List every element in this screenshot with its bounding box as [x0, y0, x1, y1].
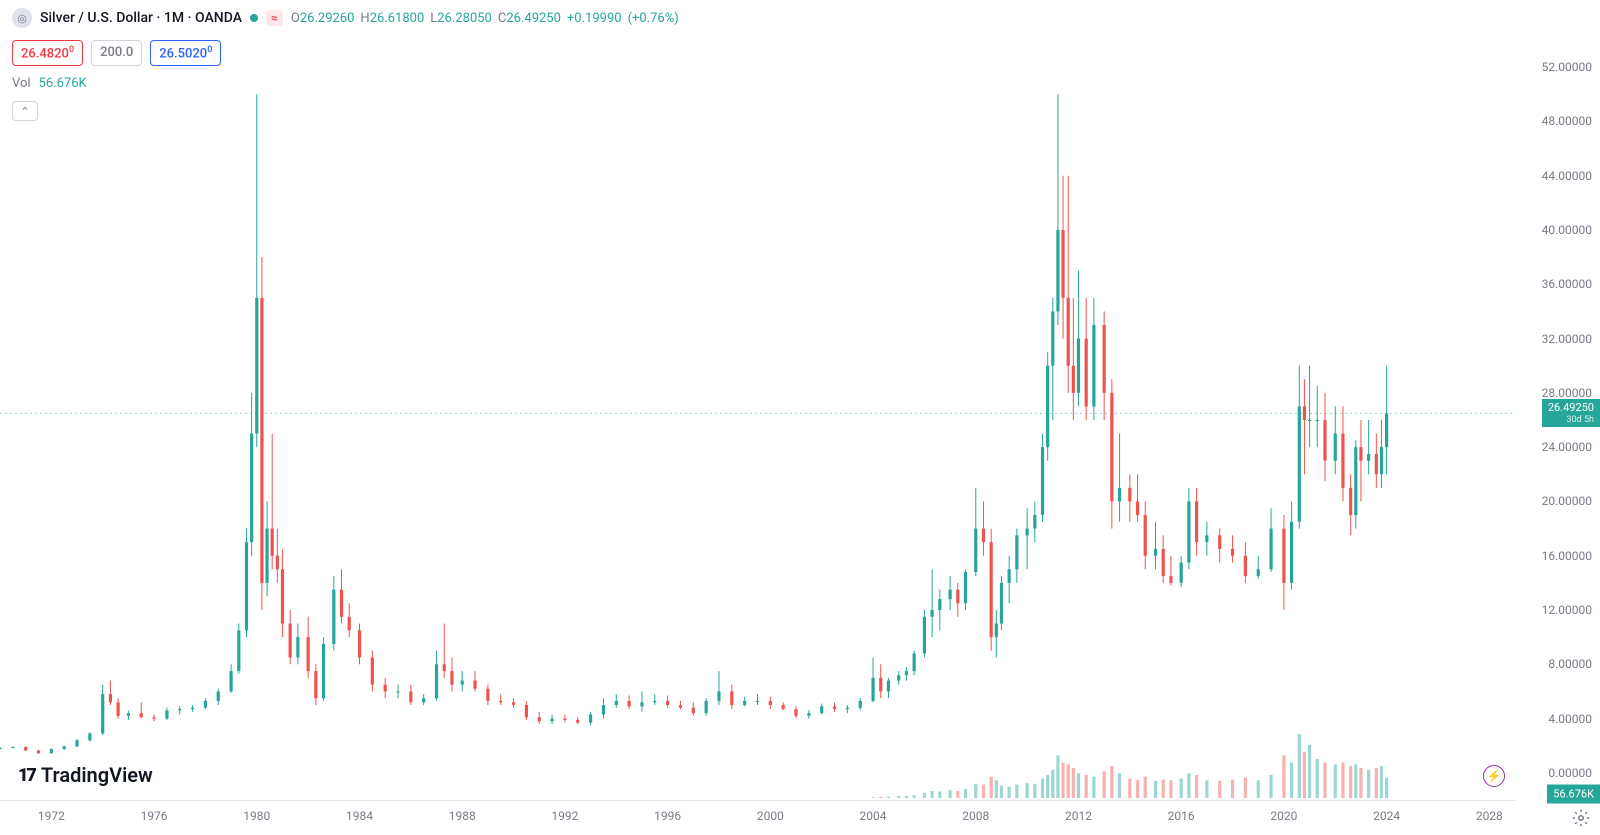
y-tick-label: 24.00000 — [1542, 440, 1592, 454]
x-tick-label: 2016 — [1168, 809, 1195, 823]
y-tick-label: 0.00000 — [1548, 766, 1592, 780]
x-tick-label: 2012 — [1065, 809, 1092, 823]
tradingview-logo[interactable]: 17 TradingView — [18, 763, 153, 787]
volume-axis-label: 56.676K — [1547, 785, 1600, 804]
market-status-dot — [250, 14, 258, 22]
y-tick-label: 48.00000 — [1542, 114, 1592, 128]
x-tick-label: 1972 — [38, 809, 65, 823]
x-tick-label: 1984 — [346, 809, 373, 823]
y-tick-label: 12.00000 — [1542, 603, 1592, 617]
x-tick-label: 1996 — [654, 809, 681, 823]
x-tick-label: 1988 — [449, 809, 476, 823]
y-tick-label: 52.00000 — [1542, 60, 1592, 74]
chart-header: ◎ Silver / U.S. Dollar · 1M · OANDA ≈ O2… — [0, 0, 1600, 36]
symbol-icon: ◎ — [12, 8, 32, 28]
chart-area[interactable] — [0, 40, 1515, 800]
approx-badge: ≈ — [266, 10, 283, 26]
x-tick-label: 2000 — [757, 809, 784, 823]
x-tick-label: 2024 — [1373, 809, 1400, 823]
y-tick-label: 36.00000 — [1542, 277, 1592, 291]
x-tick-label: 1976 — [141, 809, 168, 823]
y-tick-label: 20.00000 — [1542, 494, 1592, 508]
time-axis[interactable]: 1972 1976 1980 1984 1988 1992 1996 2000 2004 2008… — [0, 800, 1515, 835]
y-tick-label: 32.00000 — [1542, 332, 1592, 346]
symbol-title[interactable]: Silver / U.S. Dollar · 1M · OANDA — [40, 10, 242, 26]
y-tick-label: 44.00000 — [1542, 169, 1592, 183]
x-tick-label: 2004 — [860, 809, 887, 823]
ohlc-values: O26.29260 H26.61800 L26.28050 C26.49250 … — [291, 11, 679, 26]
y-tick-label: 4.00000 — [1548, 712, 1592, 726]
x-tick-label: 2020 — [1270, 809, 1297, 823]
current-price-label: 26.4925030d 5h — [1542, 399, 1600, 427]
price-axis[interactable]: 0.00000 4.00000 8.00000 12.00000 16.00000 20.… — [1515, 40, 1600, 800]
y-tick-label: 28.00000 — [1542, 386, 1592, 400]
snapshot-icon[interactable]: ⚡ — [1483, 765, 1505, 787]
logo-icon: 17 — [18, 765, 35, 786]
y-tick-label: 16.00000 — [1542, 549, 1592, 563]
x-tick-label: 1992 — [551, 809, 578, 823]
y-tick-label: 8.00000 — [1548, 657, 1592, 671]
x-tick-label: 2028 — [1476, 809, 1503, 823]
settings-icon[interactable] — [1572, 809, 1590, 827]
logo-text: TradingView — [41, 763, 153, 787]
x-tick-label: 1980 — [243, 809, 270, 823]
x-tick-label: 2008 — [962, 809, 989, 823]
y-tick-label: 40.00000 — [1542, 223, 1592, 237]
